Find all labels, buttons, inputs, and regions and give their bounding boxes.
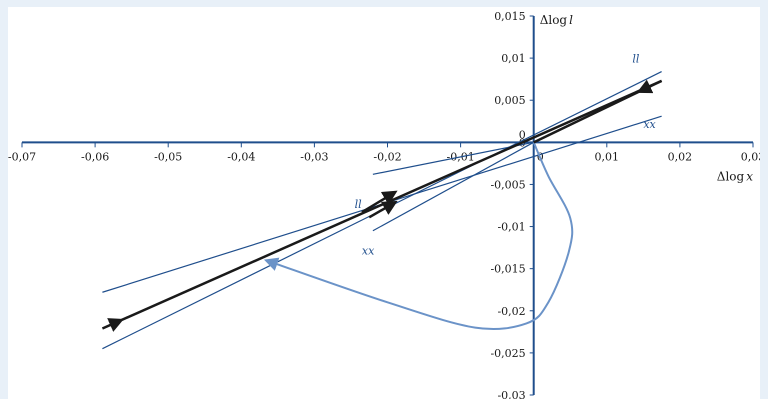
x-axis-title: Δlog x <box>717 169 753 183</box>
chart-svg: -0,07 -0,06 -0,05 -0,04 -0,03 -0,02 -0,01 0,01 0… <box>8 10 760 399</box>
x-tick-label: 0,02 <box>668 150 693 163</box>
x-tick-label: -0,06 <box>81 150 109 163</box>
line-label-ll: ll <box>632 52 640 65</box>
x-tick-label: -0,03 <box>300 150 328 163</box>
thick-line-arrow-1 <box>636 79 654 94</box>
thin-line-aux-3 <box>372 141 534 175</box>
y-tick-label: 0,005 <box>494 94 526 107</box>
y-tick-label: -0,015 <box>490 263 525 276</box>
labels: Δlog x Δlog l ll xx ll xx <box>355 13 754 257</box>
line-label-ll: ll <box>355 198 363 211</box>
y-tick-label: -0,01 <box>497 221 525 234</box>
thick-lines <box>101 79 663 332</box>
x-tick-label: 0,01 <box>595 150 620 163</box>
adjustment-curve <box>263 141 574 331</box>
y-tick-label: 0,015 <box>494 10 526 23</box>
x-tick-label: 0,03 <box>741 150 760 163</box>
x-tick-label: -0,07 <box>8 150 36 163</box>
y-axis-title: Δlog l <box>540 13 573 27</box>
x-tick-label: -0,05 <box>154 150 182 163</box>
x-tick-label: -0,02 <box>373 150 401 163</box>
y-tick-label: -0,03 <box>497 389 525 399</box>
line-label-xx: xx <box>643 118 656 131</box>
y-tick-label: -0,02 <box>497 305 525 318</box>
thick-line-0 <box>101 79 663 330</box>
origin-label-top: 0 <box>519 128 526 141</box>
x-tick-label: -0,04 <box>227 150 255 163</box>
short-arrow-1 <box>368 200 398 219</box>
thin-line-aux-2 <box>372 141 534 232</box>
short-arrow-0 <box>361 190 398 214</box>
y-tick-label: -0,025 <box>490 347 525 360</box>
thick-line-1 <box>533 79 663 144</box>
line-label-xx: xx <box>362 244 375 257</box>
thick-line-arrow-0 <box>107 318 124 332</box>
curve-path-group <box>263 141 574 331</box>
y-tick-label: 0,01 <box>501 52 526 65</box>
chart-frame: -0,07 -0,06 -0,05 -0,04 -0,03 -0,02 -0,01 0,01 0… <box>8 7 760 399</box>
y-tick-label: -0,005 <box>490 178 525 191</box>
